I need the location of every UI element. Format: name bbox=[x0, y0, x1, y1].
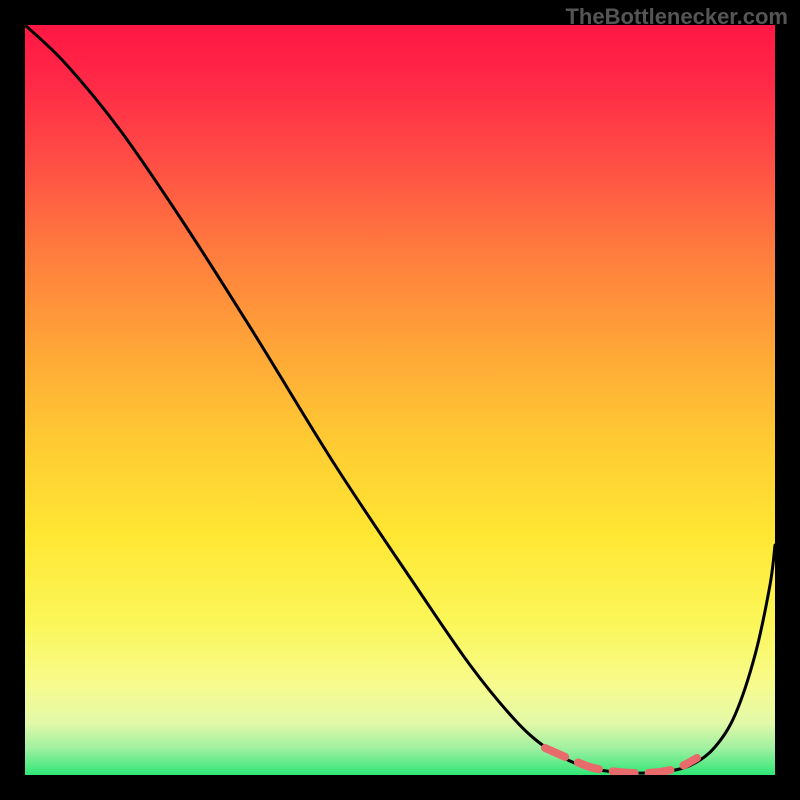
curve-layer bbox=[25, 25, 775, 775]
plot-area bbox=[25, 25, 775, 775]
bottleneck-curve bbox=[25, 25, 775, 773]
watermark-text: TheBottlenecker.com bbox=[565, 4, 788, 30]
